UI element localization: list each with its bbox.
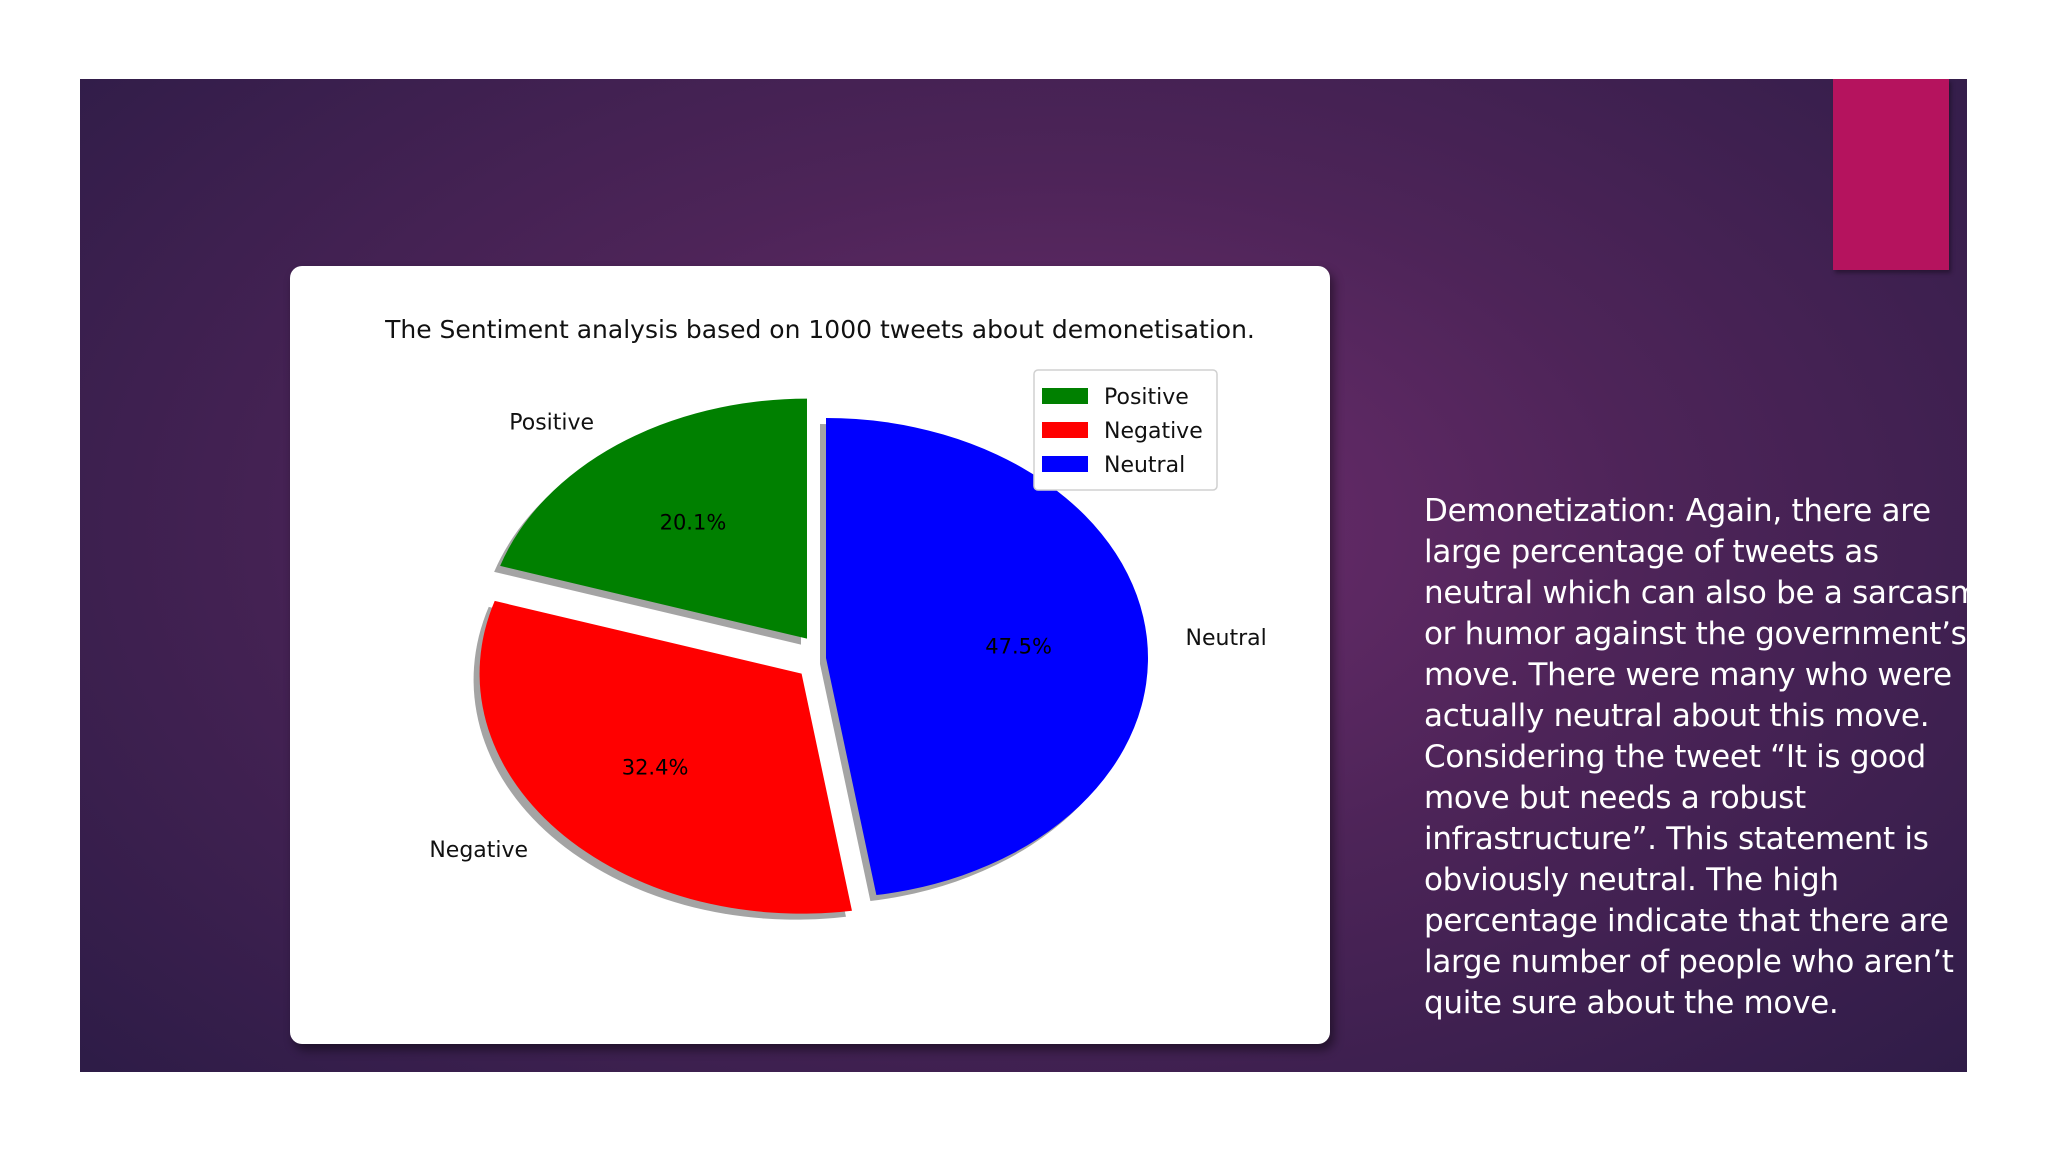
slide-background: The Sentiment analysis based on 1000 twe… — [80, 79, 1967, 1072]
slice-labels: 20.1% Positive 32.4% Negative 47.5% Neutral — [429, 411, 1266, 863]
value-label-positive: 20.1% — [660, 510, 727, 534]
category-label-neutral: Neutral — [1186, 626, 1267, 651]
category-label-negative: Negative — [429, 838, 528, 863]
chart-legend: Positive Negative Neutral — [1033, 369, 1218, 491]
legend-label-negative: Negative — [1104, 419, 1203, 444]
slide-body-text: Demonetization: Again, there are large p… — [1424, 493, 1967, 1021]
pie-slice-neutral — [826, 418, 1149, 896]
legend-swatch-positive — [1042, 388, 1088, 404]
pie-chart: The Sentiment analysis based on 1000 twe… — [384, 315, 1267, 920]
pie-slice-negative — [479, 600, 852, 914]
accent-tab — [1833, 79, 1949, 270]
legend-label-neutral: Neutral — [1104, 453, 1185, 478]
pie-slices — [479, 398, 1149, 914]
pie-slice-positive — [500, 398, 807, 639]
legend-label-positive: Positive — [1104, 385, 1189, 410]
legend-swatch-negative — [1042, 422, 1088, 438]
legend-swatch-neutral — [1042, 456, 1088, 472]
category-label-positive: Positive — [509, 411, 594, 436]
value-label-negative: 32.4% — [622, 756, 689, 780]
chart-card: The Sentiment analysis based on 1000 twe… — [290, 266, 1330, 1044]
chart-title: The Sentiment analysis based on 1000 twe… — [384, 315, 1255, 344]
value-label-neutral: 47.5% — [985, 635, 1052, 659]
